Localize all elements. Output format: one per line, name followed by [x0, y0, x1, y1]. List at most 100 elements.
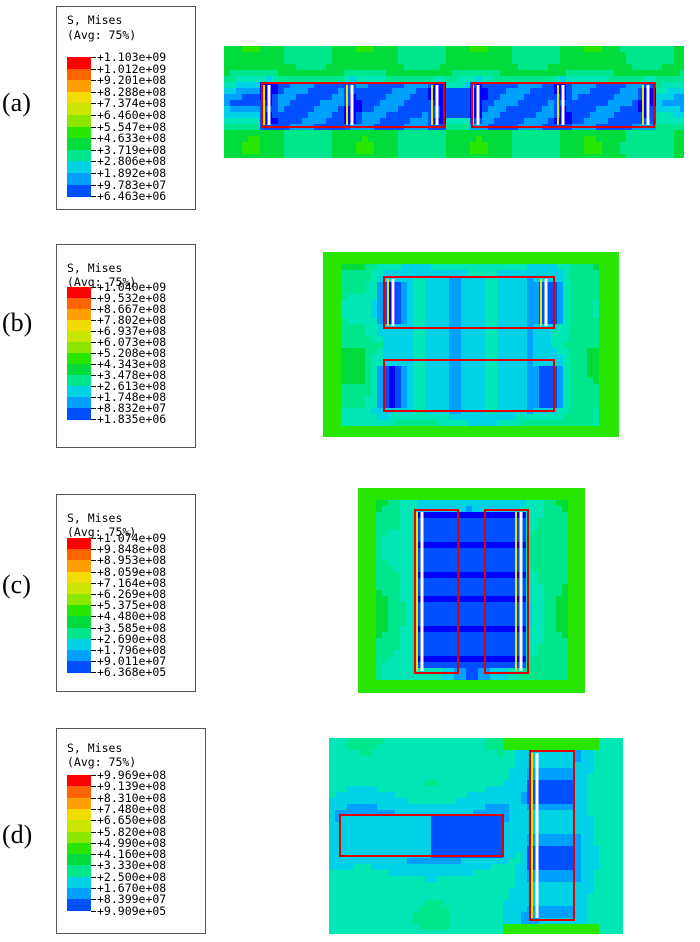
legend-value-label: +1.748e+08 [97, 390, 167, 404]
legend-color-band [67, 397, 91, 409]
legend-title: S, Mises [67, 13, 123, 27]
legend-tick [91, 775, 96, 776]
legend-value-label: +5.375e+08 [97, 598, 167, 613]
bar-highlight [531, 753, 533, 918]
panel-label-d: (d) [2, 820, 33, 849]
legend-tick [91, 538, 96, 539]
legend-value-label: +7.480e+08 [97, 801, 167, 816]
legend-value-label: +8.288e+08 [97, 84, 167, 99]
legend-value-label: +9.909e+05 [97, 903, 167, 918]
legend-tick [91, 309, 96, 310]
bar-highlight [416, 512, 418, 671]
legend-color-band [67, 571, 91, 584]
legend-tick [91, 616, 96, 618]
legend-value-label: +4.480e+08 [97, 609, 167, 624]
legend-color-band [67, 538, 91, 550]
legend-color-band [67, 842, 91, 855]
legend-value-label: +6.460e+08 [97, 108, 167, 122]
legend-tick [91, 331, 96, 332]
legend-tick [91, 173, 96, 174]
legend-value-label: +9.783e+07 [97, 177, 167, 192]
legend-tick [91, 320, 96, 321]
legend-color-band [67, 865, 91, 878]
panel-label-b: (b) [2, 308, 33, 337]
contour-plot-c [358, 488, 585, 693]
legend-color-band [67, 797, 91, 810]
reinforcement-bar [420, 512, 424, 671]
legend-tick [91, 661, 96, 663]
legend-color-band [67, 364, 91, 376]
legend-value-label: +8.059e+08 [97, 564, 167, 579]
legend-color-band [67, 184, 91, 197]
reinforcement-bar [519, 512, 523, 671]
legend-tick [91, 397, 96, 398]
legend-color-band [67, 115, 91, 128]
legend-c: S, Mises (Avg: 75%) +1.074e+09 +9.848e+08… [56, 494, 196, 692]
legend-tick [91, 57, 96, 58]
legend-subtitle: (Avg: 75%) [67, 28, 137, 42]
legend-tick [91, 287, 96, 288]
legend-value-label: +2.500e+08 [97, 869, 167, 884]
legend-color-band [67, 80, 91, 93]
legend-value-label: +4.160e+08 [97, 847, 167, 862]
legend-value-label: +1.796e+08 [97, 643, 167, 657]
legend-tick [91, 605, 96, 607]
legend-color-band [67, 661, 91, 673]
legend-value-label: +1.012e+09 [97, 61, 167, 76]
region-outline [339, 814, 504, 857]
legend-tick [91, 353, 96, 354]
bar-highlight [263, 85, 265, 125]
legend-tick [91, 298, 96, 299]
legend-tick [91, 786, 96, 788]
bar-highlight [540, 279, 542, 326]
legend-tick [91, 126, 96, 128]
legend-value-label: +8.310e+08 [97, 790, 167, 805]
legend-tick [91, 842, 96, 844]
legend-subtitle: (Avg: 75%) [67, 275, 137, 289]
legend-tick [91, 582, 96, 584]
bar-highlight [642, 85, 644, 125]
legend-color-band [67, 298, 91, 310]
legend-tick [91, 408, 96, 409]
legend-value-label: +6.073e+08 [97, 335, 167, 349]
legend-value-label: +7.164e+08 [97, 575, 167, 590]
legend-color-band [67, 616, 91, 629]
legend-color-band [67, 549, 91, 561]
legend-color-band [67, 375, 91, 387]
stress-field [358, 488, 585, 693]
legend-tick [91, 865, 96, 867]
legend-value-label: +5.547e+08 [97, 119, 167, 134]
legend-color-band [67, 899, 91, 912]
legend-tick [91, 80, 96, 82]
panel-label-a: (a) [2, 88, 31, 117]
reinforcement-bar [350, 85, 354, 125]
legend-value-label: +9.011e+07 [97, 654, 167, 669]
reinforcement-bar [435, 85, 439, 125]
stress-field [224, 46, 684, 158]
legend-tick [91, 184, 96, 186]
legend-tick [91, 638, 96, 640]
panel-label-c: (c) [2, 570, 31, 599]
legend-tick [91, 797, 96, 799]
legend-value-label: +8.399e+07 [97, 892, 167, 907]
legend-tick [91, 549, 96, 551]
legend-value-label: +7.374e+08 [97, 96, 167, 111]
legend-color-band [67, 320, 91, 332]
legend-value-label: +6.937e+08 [97, 324, 167, 338]
legend-color-band [67, 386, 91, 398]
legend-color-band [67, 786, 91, 799]
legend-tick [91, 161, 96, 163]
legend-b: S, Mises (Avg: 75%) +1.040e+09 +9.532e+08… [56, 244, 196, 448]
legend-value-label: +9.969e+08 [97, 768, 167, 782]
legend-color-band [67, 103, 91, 116]
legend-tick [91, 68, 96, 70]
legend-tick [91, 831, 96, 833]
bar-highlight [515, 512, 517, 671]
bar-highlight [557, 85, 559, 125]
legend-color-band [67, 638, 91, 651]
legend-value-label: +1.074e+09 [97, 531, 167, 545]
legend-tick [91, 876, 96, 878]
legend-tick [91, 149, 96, 151]
legend-value-label: +2.690e+08 [97, 631, 167, 646]
legend-value-label: +4.990e+08 [97, 835, 167, 850]
